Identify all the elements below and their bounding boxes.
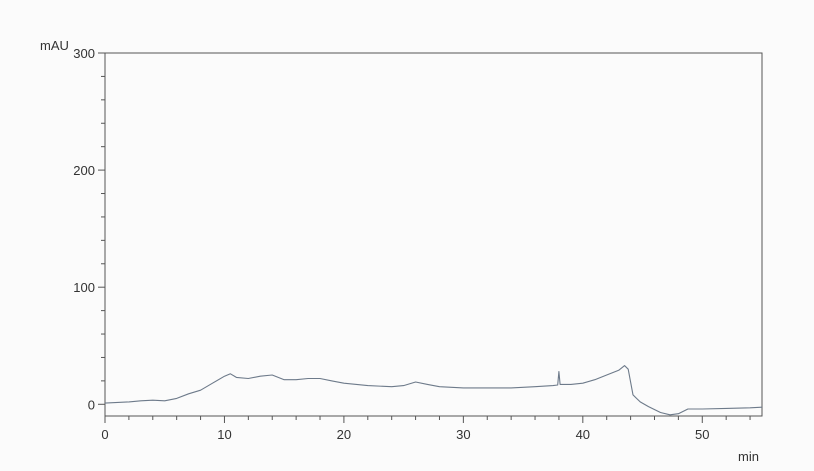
y-tick-label: 0: [88, 397, 95, 412]
y-tick-label: 300: [73, 46, 95, 61]
line-layer: [104, 365, 763, 416]
x-tick-label: 0: [101, 427, 108, 442]
axes-layer: 0 100 200 300 0 10 20 30 40 50: [73, 46, 763, 442]
y-axis-label: mAU: [40, 38, 69, 53]
x-tick-label: 10: [217, 427, 231, 442]
series-line-0: [104, 365, 763, 416]
x-axis-label: min: [738, 449, 759, 464]
x-tick-label: 40: [576, 427, 590, 442]
x-tick-label: 20: [337, 427, 351, 442]
x-tick-label: 30: [456, 427, 470, 442]
y-tick-label: 100: [73, 280, 95, 295]
y-tick-label: 200: [73, 163, 95, 178]
plot-frame: [104, 52, 763, 417]
x-tick-label: 50: [695, 427, 709, 442]
